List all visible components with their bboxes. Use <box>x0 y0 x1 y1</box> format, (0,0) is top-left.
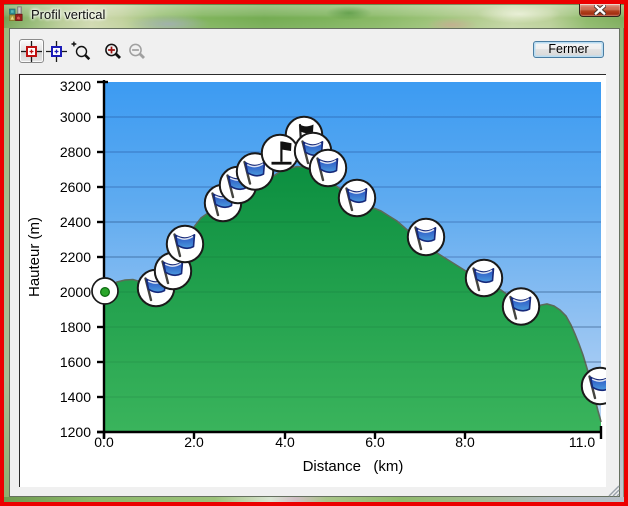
svg-text:2400: 2400 <box>60 214 91 230</box>
svg-text:6.0: 6.0 <box>365 434 385 450</box>
svg-text:1200: 1200 <box>60 424 91 440</box>
svg-text:3000: 3000 <box>60 109 91 125</box>
svg-text:2600: 2600 <box>60 179 91 195</box>
svg-text:4.0: 4.0 <box>275 434 295 450</box>
svg-text:8.0: 8.0 <box>455 434 475 450</box>
svg-text:Hauteur (m): Hauteur (m) <box>26 217 43 297</box>
svg-text:11.0: 11.0 <box>569 434 595 450</box>
svg-text:2.0: 2.0 <box>184 434 204 450</box>
svg-text:Distance (km): Distance (km) <box>303 458 404 475</box>
svg-text:2800: 2800 <box>60 144 91 160</box>
svg-text:3200: 3200 <box>60 78 91 94</box>
svg-text:2200: 2200 <box>60 249 91 265</box>
svg-text:1400: 1400 <box>60 389 91 405</box>
svg-text:2000: 2000 <box>60 284 91 300</box>
svg-text:1600: 1600 <box>60 354 91 370</box>
svg-text:0.0: 0.0 <box>94 434 114 450</box>
svg-text:1800: 1800 <box>60 319 91 335</box>
